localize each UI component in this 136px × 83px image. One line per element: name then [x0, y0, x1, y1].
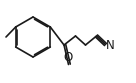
- Text: N: N: [106, 39, 115, 51]
- Text: O: O: [64, 51, 73, 64]
